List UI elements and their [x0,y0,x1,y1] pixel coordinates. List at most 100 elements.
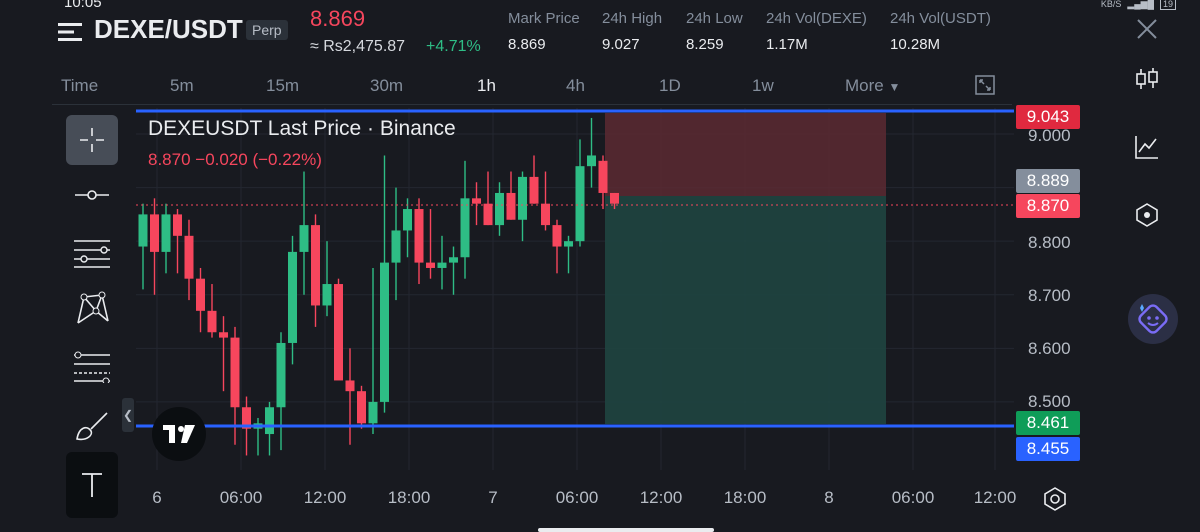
x-tick: 06:00 [555,488,599,507]
tradingview-logo[interactable] [152,407,206,461]
fib-tool[interactable] [66,342,118,392]
x-tick: 18:00 [723,488,767,507]
candle-body [414,209,424,263]
candle [495,182,504,236]
x-tick: 6 [152,488,162,507]
candle-body [357,391,366,424]
settings-icon[interactable] [1042,486,1068,512]
menu-icon[interactable] [58,21,82,43]
candle [587,117,596,188]
y-tick: 8.600 [1028,339,1071,358]
x-tick: 12:00 [639,488,683,507]
tab-more-label: More [845,76,884,95]
candle [449,246,458,295]
candle-body [437,262,447,268]
price-label-entry: 8.889 [1016,169,1080,193]
candle [506,171,516,220]
crosshair-icon [80,128,104,152]
bot-face-icon [1138,304,1168,334]
candle [575,139,585,247]
toolbar-collapse-handle[interactable]: ❮ [122,398,134,432]
trend-line-tool[interactable] [66,170,118,220]
stat-24h-vol-quote: 24h Vol(USDT) 10.28M [890,10,991,53]
price-label-upper-line: 9.043 [1016,105,1080,129]
candle-body [564,241,573,247]
tab-5m[interactable]: 5m [170,76,194,95]
stat-label: 24h Vol(DEXE) [766,10,867,27]
tab-15m[interactable]: 15m [266,76,300,95]
candle-body [587,155,596,167]
pattern-tool[interactable] [66,284,118,334]
tab-time[interactable]: Time [61,76,99,95]
x-tick: 12:00 [303,488,347,507]
brush-tool[interactable] [66,400,118,450]
price-label-lower-line: 8.455 [1016,437,1080,461]
battery-level: 19 [1159,0,1176,10]
ohlc-legend: 8.870 −0.020 (−0.22%) [148,150,322,169]
candle-body [552,225,562,247]
text-tool[interactable] [66,452,118,518]
fibonacci-icon [74,351,110,383]
stat-24h-vol-base: 24h Vol(DEXE) 1.17M [766,10,867,53]
stat-value: 8.869 [508,36,546,53]
candle-body [173,214,182,236]
stat-value: 8.259 [686,36,724,53]
candle-body [518,176,527,220]
indicator-hexagon-icon[interactable] [1134,202,1160,228]
net-speed: KB/S [1100,0,1122,9]
stat-label: Mark Price [508,10,580,27]
pitchfork-tool[interactable] [66,228,118,278]
candle-body [426,262,435,268]
x-tick: 06:00 [891,488,935,507]
candle [219,316,228,392]
candle-body [472,198,481,204]
candle-body [161,214,171,252]
expand-icon[interactable] [975,75,995,95]
candle [207,284,217,338]
candle [357,385,366,429]
status-time: 10:05 [64,0,102,11]
candle [173,209,182,274]
tab-more[interactable]: More ▼ [845,76,900,96]
candle-body [610,192,619,204]
stat-24h-low: 24h Low 8.259 [686,10,743,53]
candle-body [380,262,389,402]
candle [196,267,205,333]
candle [483,171,493,226]
close-icon[interactable] [1136,18,1158,40]
stat-24h-high: 24h High 9.027 [602,10,662,53]
candle-body [575,166,585,242]
assistant-button[interactable] [1128,294,1178,344]
candle-body [150,214,159,252]
trading-pair[interactable]: DEXE/USDT [94,14,243,44]
tab-1d[interactable]: 1D [659,76,681,95]
tab-4h[interactable]: 4h [566,76,585,95]
candle-body [483,203,493,226]
candle-body [529,176,539,204]
candle [541,171,550,231]
line-chart-icon[interactable] [1134,134,1160,160]
header: 10:05 KB/S ▂▄▆█ 19 DEXE/USDT Perp 8.869 … [0,0,1200,68]
candle-body [242,407,251,429]
tab-30m[interactable]: 30m [370,76,404,95]
candle [414,198,424,285]
y-tick: 8.800 [1028,233,1071,252]
tabs-divider [52,104,1012,105]
candle-body [299,225,309,252]
candlestick-chart-icon[interactable] [1134,66,1160,92]
candle [472,182,481,226]
candle [334,278,343,381]
candle-body [288,251,297,343]
crosshair-tool[interactable] [66,115,118,165]
chevron-down-icon: ▼ [888,80,901,94]
tab-1w[interactable]: 1w [752,76,774,95]
candle-body [230,337,240,408]
x-tick: 06:00 [219,488,263,507]
candle [437,235,447,290]
text-icon [82,473,102,497]
tab-1h[interactable]: 1h [477,76,496,95]
x-tick: 8 [824,488,834,507]
candle [161,203,171,274]
candle [518,171,527,242]
